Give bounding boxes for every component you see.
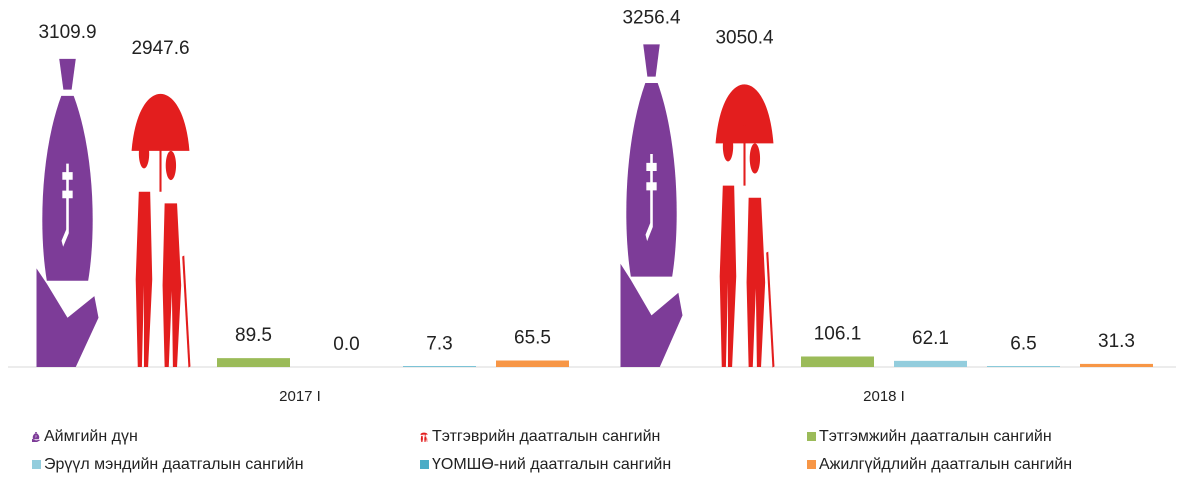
umbrella-dome [420, 432, 428, 435]
bar [987, 366, 1060, 367]
bag-knot [643, 44, 660, 77]
bar [801, 356, 874, 367]
bag-hand [620, 263, 683, 367]
legend-marker [420, 460, 429, 469]
bar [496, 360, 569, 367]
legend-label: ҮОМШӨ-ний даатгалын сангийн [432, 456, 671, 473]
legend-label: Тэтгэмжийн даатгалын сангийн [819, 428, 1052, 445]
umbrella-pictogram [715, 84, 775, 368]
x-tick-label: 2018 I [863, 388, 905, 405]
bag-pictogram [36, 58, 99, 367]
figure-a [135, 139, 153, 367]
legend-label: Тэтгэврийн даатгалын сангийн [432, 428, 660, 445]
legend-label: Аймгийн дүн [44, 428, 138, 445]
value-label: 0.0 [333, 334, 359, 355]
value-label: 3109.9 [38, 22, 96, 43]
bar [1080, 363, 1153, 367]
bag-pictogram [620, 44, 683, 367]
x-tick-label: 2017 I [279, 388, 321, 405]
value-label: 6.5 [1010, 333, 1036, 354]
cane [766, 251, 775, 368]
bar [217, 358, 290, 367]
figure-b [746, 143, 766, 367]
cane [426, 438, 428, 443]
value-label: 62.1 [912, 328, 949, 349]
legend-marker [420, 432, 428, 443]
bag-knot [59, 58, 76, 90]
bag-symbol [61, 163, 73, 247]
value-label: 106.1 [814, 324, 862, 345]
bag-hand [32, 438, 40, 442]
legend-marker [32, 460, 41, 469]
legend-marker [32, 432, 40, 442]
legend-marker [807, 460, 816, 469]
value-label: 65.5 [514, 328, 551, 349]
figure-b [424, 434, 427, 442]
legend-marker [807, 432, 816, 441]
umbrella-dome [715, 84, 774, 144]
bag-symbol [645, 154, 657, 242]
bag-hand [36, 268, 99, 367]
bar [894, 360, 967, 367]
value-label: 31.3 [1098, 331, 1135, 352]
value-label: 2947.6 [131, 38, 189, 59]
umbrella-pictogram [131, 93, 191, 368]
figure-a [719, 131, 737, 367]
bar [403, 366, 476, 367]
figure-b [162, 150, 182, 367]
umbrella-dome [131, 93, 190, 151]
cane [182, 255, 191, 368]
legend-label: Ажилгүйдлийн даатгалын сангийн [819, 456, 1072, 473]
value-label: 89.5 [235, 325, 272, 346]
legend-label: Эрүүл мэндийн даатгалын сангийн [44, 456, 304, 473]
value-label: 3050.4 [715, 28, 774, 49]
value-label: 3256.4 [622, 7, 681, 28]
figure-a [420, 434, 423, 442]
bag-knot [34, 432, 38, 433]
value-label: 7.3 [426, 333, 452, 354]
bag-symbol [35, 435, 37, 439]
